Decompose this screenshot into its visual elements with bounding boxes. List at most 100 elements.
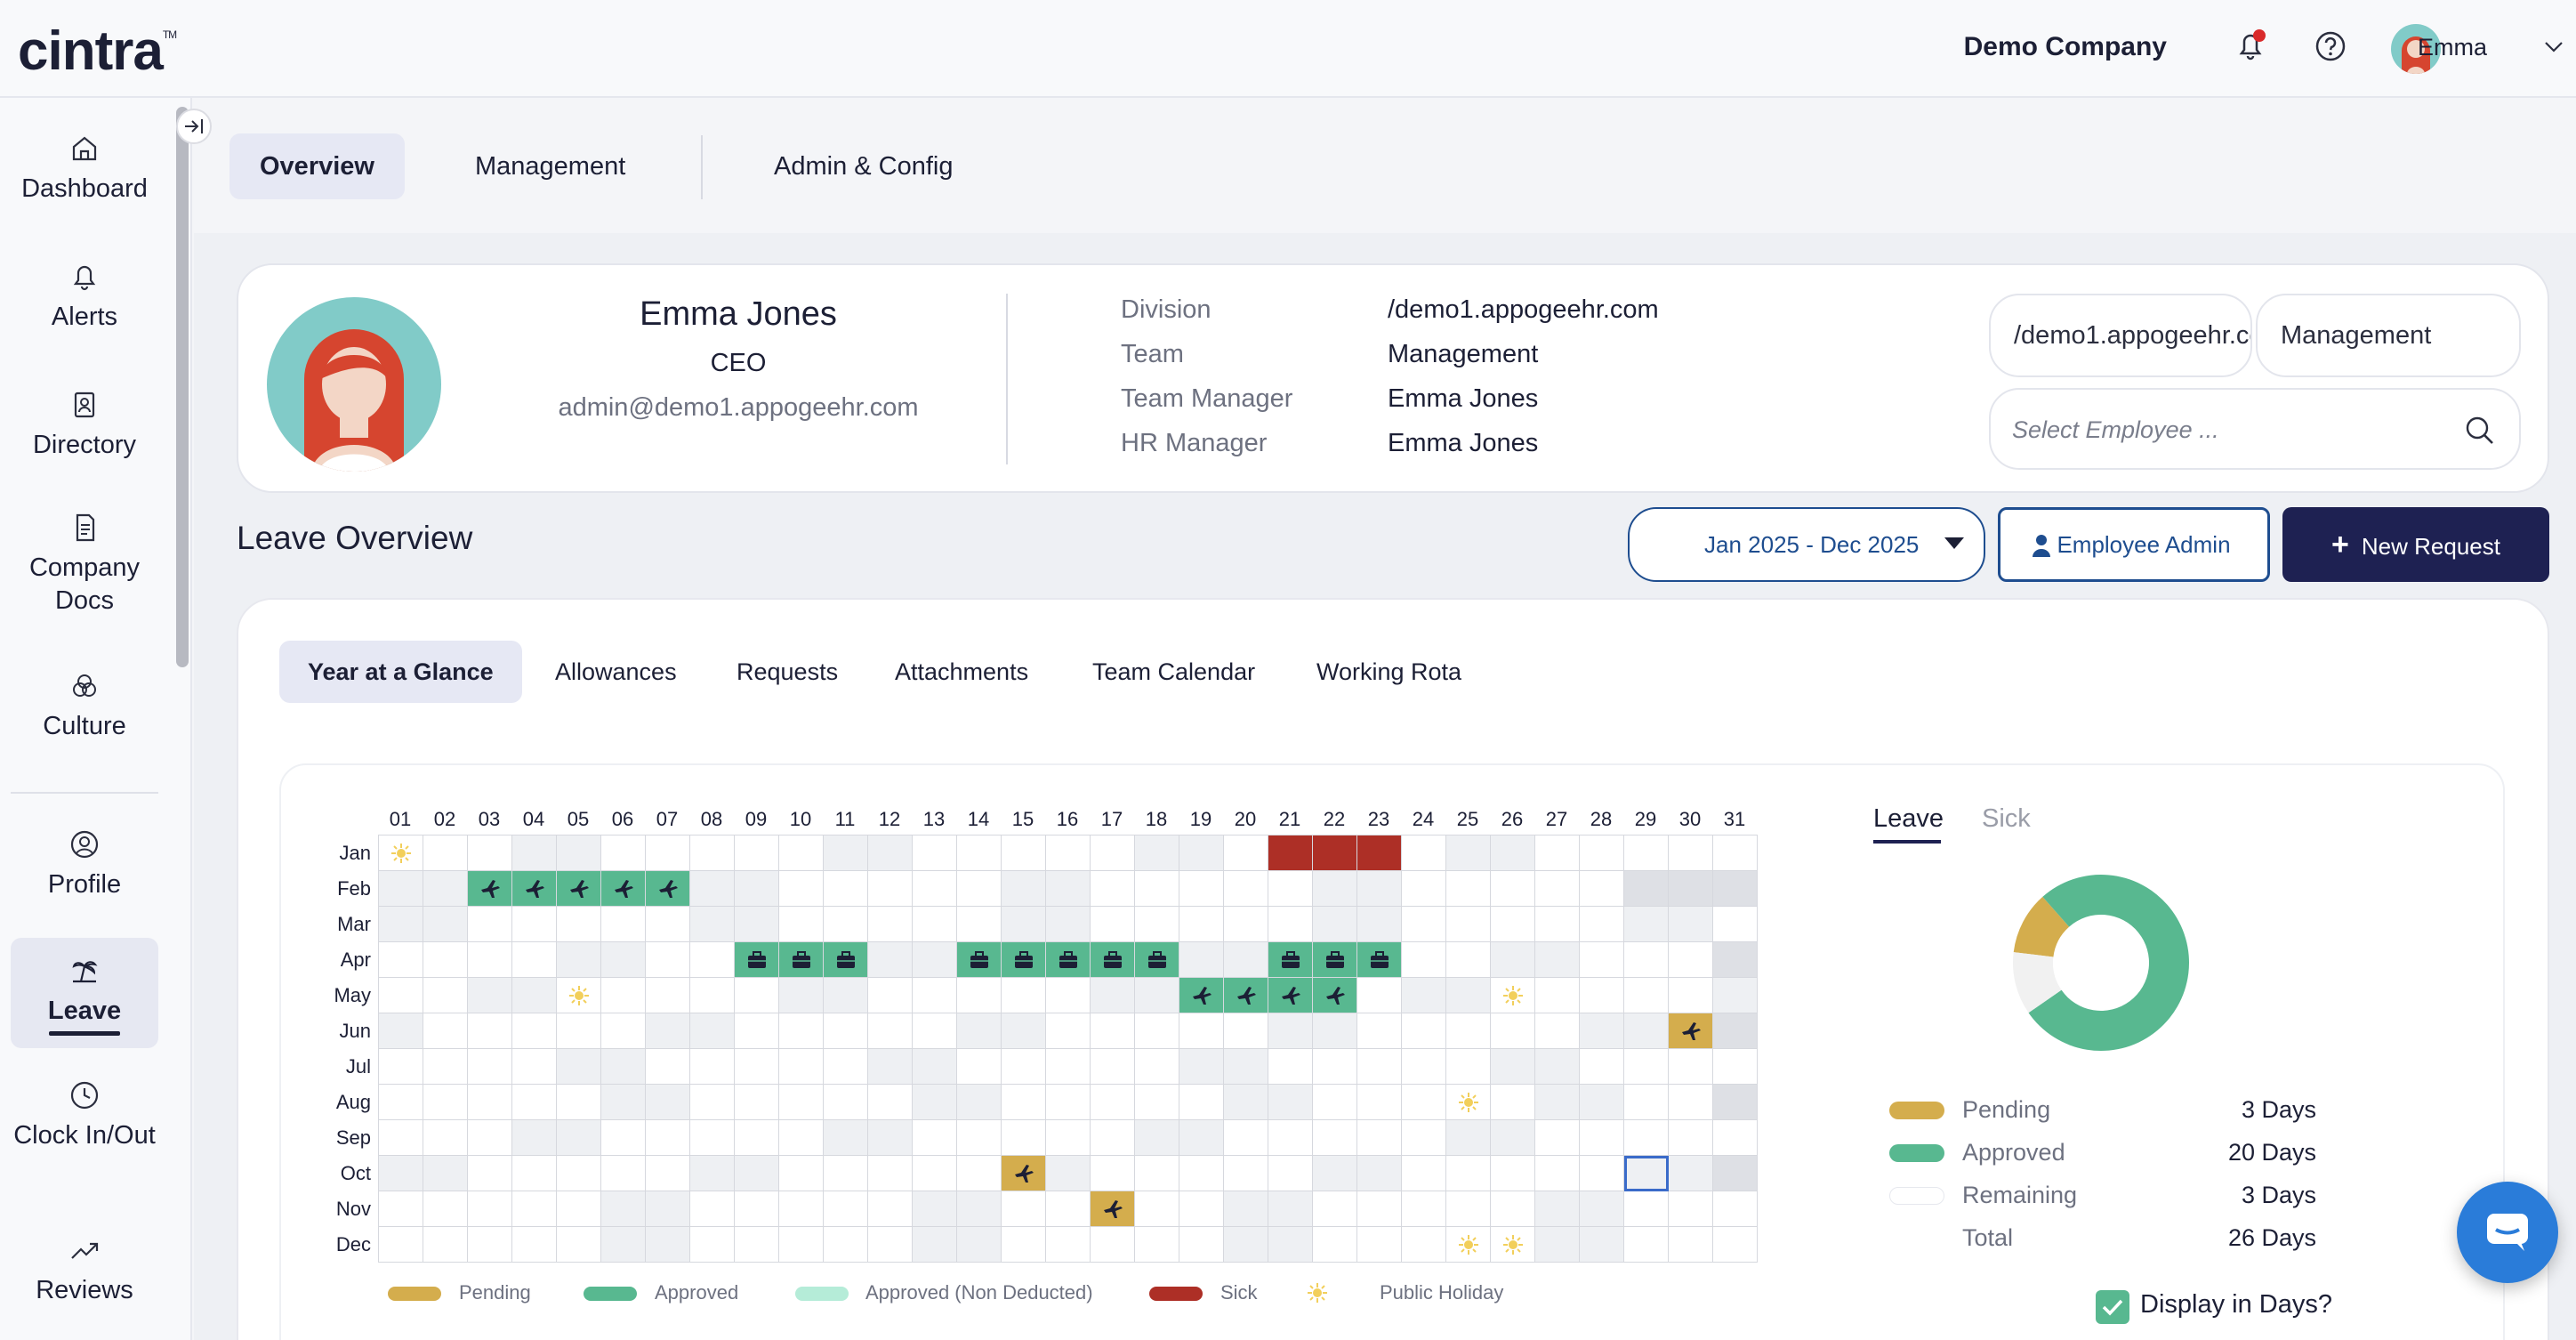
calendar-day-cell[interactable]: [1179, 978, 1224, 1013]
calendar-day-cell[interactable]: [1446, 1049, 1491, 1085]
calendar-day-cell[interactable]: [1624, 835, 1669, 871]
calendar-day-cell[interactable]: [1046, 907, 1091, 942]
calendar-day-cell[interactable]: [690, 871, 735, 907]
calendar-day-cell[interactable]: [1135, 978, 1179, 1013]
calendar-day-cell[interactable]: [690, 1085, 735, 1120]
calendar-day-cell[interactable]: [824, 1120, 868, 1156]
calendar-day-cell[interactable]: [557, 871, 601, 907]
calendar-day-cell[interactable]: [1357, 1049, 1402, 1085]
calendar-day-cell[interactable]: [1091, 1013, 1135, 1049]
calendar-day-cell[interactable]: [1268, 1191, 1313, 1227]
calendar-day-cell[interactable]: [1313, 1191, 1357, 1227]
calendar-day-cell[interactable]: [957, 942, 1002, 978]
calendar-day-cell[interactable]: [1313, 1227, 1357, 1263]
calendar-day-cell[interactable]: [1713, 1085, 1758, 1120]
calendar-day-cell[interactable]: [1224, 942, 1268, 978]
calendar-day-cell[interactable]: [468, 835, 512, 871]
user-name[interactable]: Emma: [2417, 34, 2487, 61]
calendar-day-cell[interactable]: [468, 907, 512, 942]
calendar-day-cell[interactable]: [379, 1013, 423, 1049]
calendar-day-cell[interactable]: [1002, 1085, 1046, 1120]
calendar-day-cell[interactable]: [913, 1013, 957, 1049]
date-range-select[interactable]: Jan 2025 - Dec 2025: [1628, 507, 1985, 582]
calendar-day-cell[interactable]: [1624, 907, 1669, 942]
tab-admin-config[interactable]: Admin & Config: [774, 152, 954, 181]
calendar-day-cell[interactable]: [1491, 942, 1535, 978]
calendar-day-cell[interactable]: [913, 1191, 957, 1227]
calendar-day-cell[interactable]: [1135, 1227, 1179, 1263]
calendar-day-cell[interactable]: [1224, 978, 1268, 1013]
calendar-day-cell[interactable]: [1669, 1120, 1713, 1156]
calendar-day-cell[interactable]: [423, 1227, 468, 1263]
calendar-day-cell[interactable]: [1046, 871, 1091, 907]
calendar-day-cell[interactable]: [1046, 1049, 1091, 1085]
calendar-day-cell[interactable]: [1446, 1013, 1491, 1049]
calendar-day-cell[interactable]: [512, 1085, 557, 1120]
calendar-day-cell[interactable]: [913, 1156, 957, 1191]
calendar-day-cell[interactable]: [1624, 1156, 1669, 1191]
calendar-day-cell[interactable]: [646, 907, 690, 942]
calendar-day-cell[interactable]: [1624, 1085, 1669, 1120]
calendar-day-cell[interactable]: [557, 835, 601, 871]
calendar-day-cell[interactable]: [1580, 1227, 1624, 1263]
calendar-day-cell[interactable]: [1402, 871, 1446, 907]
calendar-day-cell[interactable]: [1402, 1013, 1446, 1049]
summary-tab-leave[interactable]: Leave: [1873, 804, 1944, 833]
calendar-day-cell[interactable]: [1357, 1120, 1402, 1156]
calendar-day-cell[interactable]: [690, 907, 735, 942]
calendar-day-cell[interactable]: [1402, 1085, 1446, 1120]
calendar-day-cell[interactable]: [1580, 1085, 1624, 1120]
calendar-day-cell[interactable]: [379, 1085, 423, 1120]
calendar-day-cell[interactable]: [1446, 1156, 1491, 1191]
calendar-day-cell[interactable]: [913, 942, 957, 978]
calendar-day-cell[interactable]: [468, 871, 512, 907]
calendar-day-cell[interactable]: [690, 1156, 735, 1191]
calendar-day-cell[interactable]: [646, 1120, 690, 1156]
calendar-day-cell[interactable]: [868, 1013, 913, 1049]
calendar-day-cell[interactable]: [1491, 1013, 1535, 1049]
calendar-day-cell[interactable]: [1224, 1085, 1268, 1120]
calendar-day-cell[interactable]: [1669, 978, 1713, 1013]
calendar-day-cell[interactable]: [1313, 835, 1357, 871]
calendar-day-cell[interactable]: [1669, 1191, 1713, 1227]
calendar-day-cell[interactable]: [735, 1227, 779, 1263]
calendar-day-cell[interactable]: [1491, 907, 1535, 942]
calendar-day-cell[interactable]: [1402, 1049, 1446, 1085]
calendar-day-cell[interactable]: [1268, 1227, 1313, 1263]
calendar-day-cell[interactable]: [1713, 835, 1758, 871]
calendar-day-cell[interactable]: [1002, 907, 1046, 942]
calendar-day-cell[interactable]: [868, 1085, 913, 1120]
calendar-day-cell[interactable]: [1268, 942, 1313, 978]
calendar-day-cell[interactable]: [423, 1120, 468, 1156]
calendar-day-cell[interactable]: [1669, 871, 1713, 907]
calendar-day-cell[interactable]: [1091, 871, 1135, 907]
calendar-day-cell[interactable]: [512, 1049, 557, 1085]
calendar-day-cell[interactable]: [1002, 1013, 1046, 1049]
calendar-day-cell[interactable]: [1268, 1156, 1313, 1191]
tab-overview[interactable]: Overview: [229, 133, 405, 199]
calendar-day-cell[interactable]: [646, 942, 690, 978]
calendar-day-cell[interactable]: [1580, 1191, 1624, 1227]
calendar-day-cell[interactable]: [1669, 1085, 1713, 1120]
calendar-day-cell[interactable]: [1535, 871, 1580, 907]
calendar-day-cell[interactable]: [1313, 1013, 1357, 1049]
calendar-day-cell[interactable]: [1224, 1156, 1268, 1191]
calendar-day-cell[interactable]: [824, 1156, 868, 1191]
calendar-day-cell[interactable]: [601, 1049, 646, 1085]
notifications-bell-icon[interactable]: [2231, 27, 2270, 66]
calendar-day-cell[interactable]: [779, 1156, 824, 1191]
calendar-day-cell[interactable]: [512, 942, 557, 978]
calendar-day-cell[interactable]: [1268, 835, 1313, 871]
calendar-day-cell[interactable]: [1535, 1120, 1580, 1156]
calendar-day-cell[interactable]: [1313, 978, 1357, 1013]
calendar-day-cell[interactable]: [1357, 835, 1402, 871]
calendar-day-cell[interactable]: [735, 1120, 779, 1156]
calendar-day-cell[interactable]: [423, 1049, 468, 1085]
calendar-day-cell[interactable]: [735, 907, 779, 942]
calendar-day-cell[interactable]: [512, 1120, 557, 1156]
calendar-day-cell[interactable]: [1491, 978, 1535, 1013]
calendar-day-cell[interactable]: [379, 1156, 423, 1191]
calendar-day-cell[interactable]: [601, 907, 646, 942]
calendar-day-cell[interactable]: [1046, 1120, 1091, 1156]
cintra-logo[interactable]: cintraTM: [18, 20, 177, 83]
